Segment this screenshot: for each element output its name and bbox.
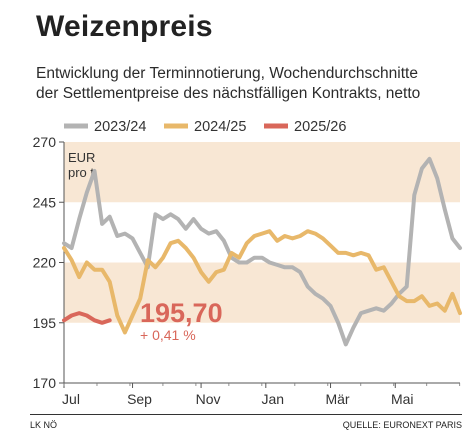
y-tick-label-195: 195	[33, 315, 57, 331]
x-tick-label-Jul: Jul	[62, 391, 80, 407]
page-title: Weizenpreis	[36, 10, 213, 43]
band-1	[64, 142, 460, 203]
unit-label-line-2: pro t	[68, 165, 94, 180]
y-tick-label-170: 170	[33, 375, 57, 391]
footer-rule	[30, 414, 462, 415]
x-tick-label-Jan: Jan	[262, 391, 285, 407]
footer-source: QUELLE: EURONEXT PARIS	[342, 420, 462, 430]
y-tick-label-270: 270	[33, 134, 57, 150]
series-line-2023-24	[62, 156, 462, 347]
x-tick-label-Mär: Mär	[325, 391, 349, 407]
footer-left: LK NÖ	[30, 420, 58, 430]
legend-label-2024-25: 2024/25	[194, 119, 246, 135]
x-tick-label-Sep: Sep	[127, 391, 152, 407]
y-tick-label-245: 245	[33, 194, 57, 210]
band-0	[64, 262, 460, 323]
subtitle-line-2: der Settlementpreise des nächstfälligen …	[36, 85, 421, 102]
latest-price-label: 195,70	[140, 298, 223, 328]
y-tick-label-220: 220	[33, 255, 57, 271]
legend-label-2023-24: 2023/24	[94, 119, 146, 135]
series-line-2024-25	[62, 229, 462, 335]
subtitle-line-1: Entwicklung der Terminnotierung, Wochend…	[36, 65, 418, 82]
price-change-label: + 0,41 %	[140, 327, 196, 343]
x-tick-label-Mai: Mai	[391, 391, 414, 407]
x-tick-label-Nov: Nov	[196, 391, 221, 407]
series-line-2025-26	[62, 311, 112, 325]
unit-label-line-1: EUR	[68, 150, 95, 165]
legend-label-2025-26: 2025/26	[294, 119, 346, 135]
subtitle: Entwicklung der Terminnotierung, Wochend…	[36, 64, 420, 104]
